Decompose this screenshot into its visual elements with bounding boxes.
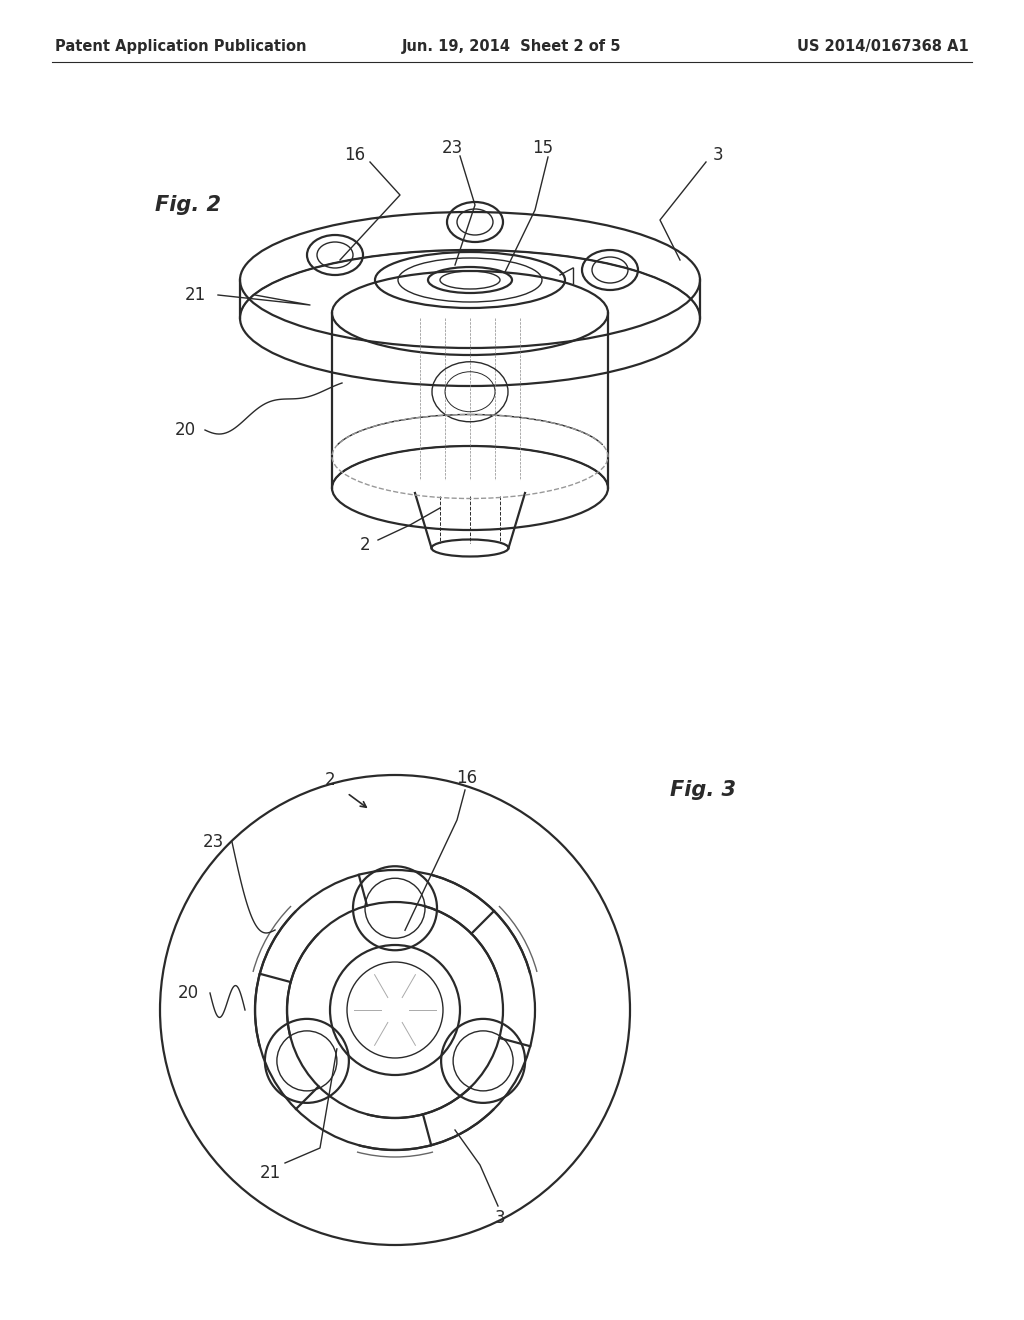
Text: 21: 21 xyxy=(259,1164,281,1181)
Text: US 2014/0167368 A1: US 2014/0167368 A1 xyxy=(798,40,969,54)
Text: 20: 20 xyxy=(174,421,196,440)
Text: 23: 23 xyxy=(203,833,223,851)
Text: 21: 21 xyxy=(184,286,206,304)
Text: Fig. 2: Fig. 2 xyxy=(155,195,221,215)
Text: 23: 23 xyxy=(441,139,463,157)
Text: 20: 20 xyxy=(177,983,199,1002)
Text: 2: 2 xyxy=(359,536,371,554)
Text: Patent Application Publication: Patent Application Publication xyxy=(55,40,306,54)
Text: 3: 3 xyxy=(713,147,723,164)
Text: 16: 16 xyxy=(457,770,477,787)
Text: 2: 2 xyxy=(325,771,335,789)
Text: Jun. 19, 2014  Sheet 2 of 5: Jun. 19, 2014 Sheet 2 of 5 xyxy=(402,40,622,54)
Text: Fig. 3: Fig. 3 xyxy=(670,780,736,800)
Text: 15: 15 xyxy=(532,139,554,157)
Text: 3: 3 xyxy=(495,1209,505,1228)
Text: 16: 16 xyxy=(344,147,366,164)
